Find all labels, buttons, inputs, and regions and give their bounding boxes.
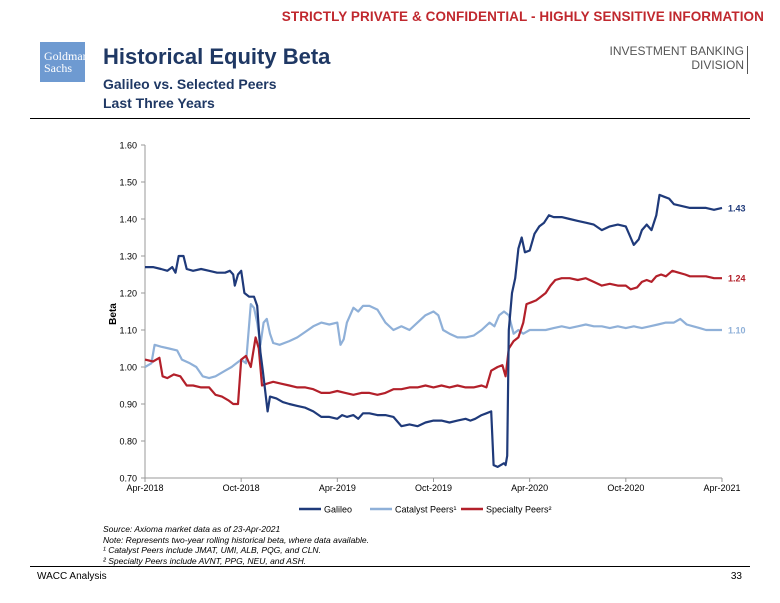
division-divider (747, 46, 748, 74)
series-line-0 (145, 193, 723, 468)
end-label-2: 1.24 (728, 274, 746, 284)
beta-line-chart: 0.70 0.80 0.90 1.00 1.10 1.20 1.30 1.40 1.50 1.60… (108, 141, 746, 515)
division-line-1: INVESTMENT BANKING (609, 44, 744, 58)
y-tick-label: 0.70 (119, 474, 137, 484)
division-label: INVESTMENT BANKING DIVISION (610, 44, 744, 72)
confidentiality-banner: STRICTLY PRIVATE & CONFIDENTIAL - HIGHLY… (281, 9, 764, 24)
x-tick-label: Apr-2018 (126, 483, 163, 493)
y-tick-label: 1.30 (119, 252, 137, 262)
footnote-1: ¹ Catalyst Peers include JMAT, UMI, ALB,… (103, 545, 321, 555)
page-subtitle-2: Last Three Years (103, 95, 215, 111)
x-tick-label: Oct-2019 (415, 483, 452, 493)
chart-notes: Source: Axioma market data as of 23-Apr-… (103, 524, 369, 566)
legend-label-1: Catalyst Peers¹ (395, 505, 457, 515)
y-tick-label: 1.40 (119, 215, 137, 225)
x-axis: Apr-2018 Oct-2018 Apr-2019 Oct-2019 Apr-2020… (126, 477, 741, 493)
y-axis: 0.70 0.80 0.90 1.00 1.10 1.20 1.30 1.40 1.50 1.60 (119, 141, 146, 484)
end-label-0: 1.43 (728, 203, 746, 213)
division-line-2: DIVISION (691, 58, 744, 72)
y-tick-label: 0.80 (119, 437, 137, 447)
y-tick-label: 1.10 (119, 326, 137, 336)
logo-line-2: Sachs (44, 61, 72, 75)
x-tick-label: Apr-2021 (703, 483, 740, 493)
y-tick-label: 1.00 (119, 363, 137, 373)
x-tick-label: Apr-2019 (319, 483, 356, 493)
series-line-2 (144, 269, 722, 406)
x-tick-label: Apr-2020 (511, 483, 548, 493)
y-tick-label: 1.50 (119, 178, 137, 188)
x-tick-label: Oct-2020 (607, 483, 644, 493)
page-number: 33 (730, 571, 742, 582)
y-tick-label: 1.60 (119, 141, 137, 151)
footnote-2: ² Specialty Peers include AVNT, PPG, NEU… (103, 555, 307, 566)
y-axis-label: Beta (108, 303, 119, 325)
footer-rule (30, 566, 750, 567)
chart-legend: Galileo Catalyst Peers¹ Specialty Peers² (299, 505, 552, 515)
end-labels: 1.10 1.24 1.43 (728, 203, 746, 335)
x-tick-label: Oct-2018 (223, 483, 260, 493)
series-lines (144, 193, 723, 468)
legend-label-2: Specialty Peers² (486, 505, 552, 515)
end-label-1: 1.10 (728, 326, 746, 336)
source-note: Source: Axioma market data as of 23-Apr-… (103, 524, 281, 534)
goldman-sachs-logo: Goldman Sachs (40, 42, 89, 82)
logo-line-1: Goldman (44, 49, 89, 63)
header-rule (30, 118, 750, 119)
page-title: Historical Equity Beta (103, 44, 331, 69)
y-tick-label: 0.90 (119, 400, 137, 410)
y-tick-label: 1.20 (119, 289, 137, 299)
method-note: Note: Represents two-year rolling histor… (103, 534, 369, 545)
page-subtitle-1: Galileo vs. Selected Peers (103, 76, 277, 92)
series-line-1 (144, 303, 722, 380)
footer-section-label: WACC Analysis (37, 571, 107, 582)
legend-label-0: Galileo (324, 505, 352, 515)
